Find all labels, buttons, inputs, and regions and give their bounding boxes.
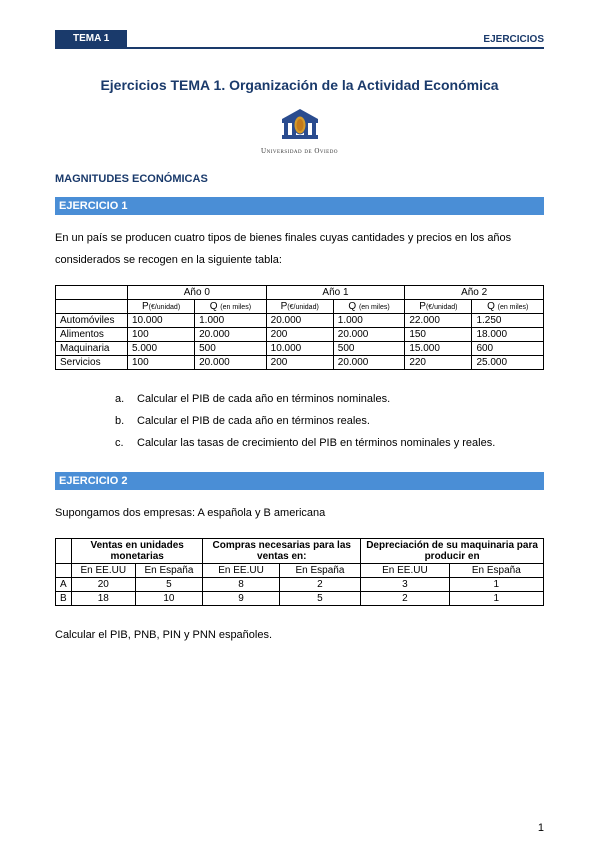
t2-blank	[56, 539, 72, 564]
t2-sub-us: En EE.UU	[203, 564, 279, 578]
t1-year0: Año 0	[128, 286, 267, 300]
table-row: Maquinaria 5.000 500 10.000 500 15.000 6…	[56, 342, 544, 356]
t2-h3: Depreciación de su maquinaria para produ…	[361, 539, 544, 564]
logo-caption: Universidad de Oviedo	[55, 147, 544, 155]
t1-q2: Q (en miles)	[472, 300, 544, 314]
t1-q0: Q (en miles)	[195, 300, 267, 314]
t2-sub-es: En España	[449, 564, 543, 578]
t1-p0: P(€/unidad)	[128, 300, 195, 314]
list-item: c. Calcular las tasas de crecimiento del…	[115, 432, 544, 454]
table-row: Automóviles 10.000 1.000 20.000 1.000 22…	[56, 314, 544, 328]
t1-q1: Q (en miles)	[333, 300, 405, 314]
t1-year1: Año 1	[266, 286, 405, 300]
page-header: TEMA 1 EJERCICIOS	[55, 30, 544, 49]
table-row: Alimentos 100 20.000 200 20.000 150 18.0…	[56, 328, 544, 342]
ejercicio1-table: Año 0 Año 1 Año 2 P(€/unidad) Q (en mile…	[55, 285, 544, 370]
page-number: 1	[538, 822, 544, 834]
ejercicio2-intro: Supongamos dos empresas: A española y B …	[55, 502, 544, 524]
t2-sub-es: En España	[135, 564, 203, 578]
t2-h2: Compras necesarias para las ventas en:	[203, 539, 361, 564]
ejercicio2-table: Ventas en unidades monetarias Compras ne…	[55, 538, 544, 606]
ejercicio1-intro: En un país se producen cuatro tipos de b…	[55, 227, 544, 271]
table-row: Servicios 100 20.000 200 20.000 220 25.0…	[56, 356, 544, 370]
university-logo: Universidad de Oviedo	[55, 107, 544, 155]
t1-blank2	[56, 300, 128, 314]
header-tema-badge: TEMA 1	[55, 30, 127, 47]
t2-h1: Ventas en unidades monetarias	[72, 539, 203, 564]
t2-sub-es: En España	[279, 564, 360, 578]
ejercicio2-closing: Calcular el PIB, PNB, PIN y PNN españole…	[55, 624, 544, 646]
t2-sub-us: En EE.UU	[72, 564, 136, 578]
ejercicio1-bar: EJERCICIO 1	[55, 197, 544, 215]
ejercicio2-bar: EJERCICIO 2	[55, 472, 544, 490]
header-ejercicios-label: EJERCICIOS	[483, 34, 544, 47]
table-row: B 18 10 9 5 2 1	[56, 592, 544, 606]
t1-p1: P(€/unidad)	[266, 300, 333, 314]
list-item: a. Calcular el PIB de cada año en términ…	[115, 388, 544, 410]
t1-p2: P(€/unidad)	[405, 300, 472, 314]
t1-year2: Año 2	[405, 286, 544, 300]
document-title: Ejercicios TEMA 1. Organización de la Ac…	[55, 77, 544, 93]
crest-icon	[276, 107, 324, 143]
t2-blank2	[56, 564, 72, 578]
t1-blank	[56, 286, 128, 300]
section-magnitudes: MAGNITUDES ECONÓMICAS	[55, 173, 544, 185]
list-item: b. Calcular el PIB de cada año en términ…	[115, 410, 544, 432]
t2-sub-us: En EE.UU	[361, 564, 450, 578]
table-row: A 20 5 8 2 3 1	[56, 578, 544, 592]
ejercicio1-questions: a. Calcular el PIB de cada año en términ…	[115, 388, 544, 454]
